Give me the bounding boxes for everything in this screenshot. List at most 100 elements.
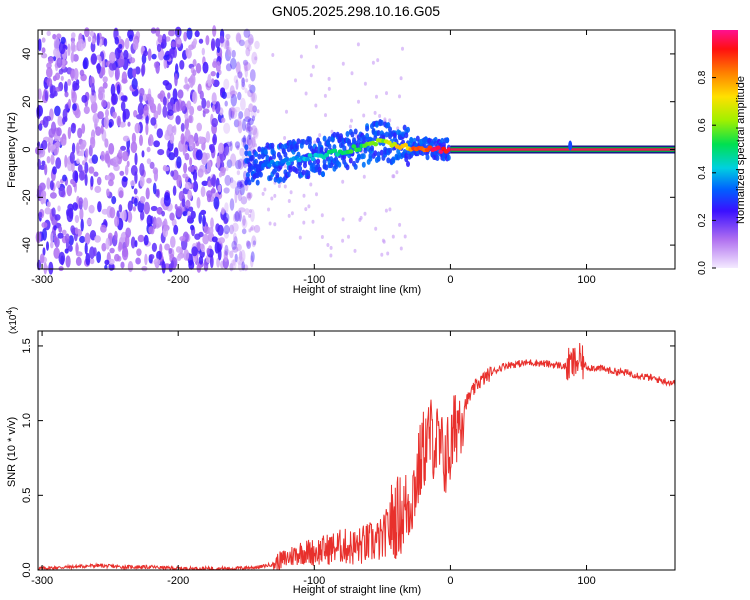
spectrogram-noise-cell xyxy=(233,119,240,128)
spectrogram-noise-cell xyxy=(132,206,136,212)
spectrogram-noise-cell xyxy=(88,166,95,174)
spectrogram-noise-cell xyxy=(46,201,51,208)
spectrogram-noise-cell xyxy=(151,242,157,252)
spectrogram-noise-cell xyxy=(263,187,267,192)
spectrogram-noise-cell xyxy=(234,186,239,196)
spectrogram-noise-cell xyxy=(250,255,254,268)
spectrogram-noise-cell xyxy=(347,234,350,239)
colorbar-label: Normalized spectral amplitude xyxy=(735,76,747,224)
spectrogram-signal-cell xyxy=(272,153,276,160)
spectrogram-noise-cell xyxy=(199,243,205,250)
spectrogram-noise-cell xyxy=(250,92,257,103)
spectrogram-noise-cell xyxy=(196,241,201,252)
spectrogram-noise-cell xyxy=(114,67,120,80)
spectrogram-noise-cell xyxy=(41,222,48,228)
spectrogram-noise-cell xyxy=(109,207,116,219)
spectrogram-noise-cell xyxy=(225,49,232,62)
spectrogram-noise-cell xyxy=(36,105,43,117)
spectrogram-noise-cell xyxy=(72,103,77,111)
spectrogram-noise-cell xyxy=(398,94,401,99)
spectrogram-signal-cell xyxy=(301,138,306,145)
spectrogram-noise-cell xyxy=(53,55,57,62)
spectrogram-noise-cell xyxy=(78,197,84,206)
spectrogram-noise-cell xyxy=(241,228,247,235)
spectrogram-noise-cell xyxy=(236,181,243,189)
spectrogram-signal-cell xyxy=(301,169,306,176)
spectrogram-noise-cell xyxy=(229,140,233,152)
spectrogram-noise-cell xyxy=(233,232,237,244)
spectrogram-noise-cell xyxy=(212,79,220,88)
spectrogram-noise-cell xyxy=(122,108,130,120)
spectrogram-noise-cell xyxy=(192,169,198,182)
spectrogram-noise-cell xyxy=(225,33,231,40)
spectrogram-noise-cell xyxy=(122,210,127,222)
spectrogram-signal-cell xyxy=(353,163,358,170)
spectrogram-noise-cell xyxy=(152,216,157,230)
spectrogram-noise-cell xyxy=(247,118,251,132)
spectrogram-noise-cell xyxy=(318,133,322,138)
spectrogram-noise-cell xyxy=(108,258,115,265)
spectrogram-noise-cell xyxy=(193,132,199,144)
spectrogram-noise-cell xyxy=(236,180,243,188)
spectrogram-noise-cell xyxy=(90,94,95,102)
spectrogram-signal-cell xyxy=(373,150,378,157)
spectrogram-noise-cell xyxy=(157,93,164,100)
spectrogram-signal-cell xyxy=(345,164,350,171)
spectrogram-noise-cell xyxy=(98,91,104,101)
spectrogram-noise-cell xyxy=(82,59,88,70)
spectrogram-noise-cell xyxy=(311,64,315,69)
spectrogram-signal-cell xyxy=(376,155,381,162)
spectrogram-noise-cell xyxy=(95,126,102,136)
spectrogram-signal-cell xyxy=(263,149,268,156)
spectrogram-noise-cell xyxy=(44,90,49,102)
spectrogram-noise-cell xyxy=(93,247,97,257)
spectrogram-noise-cell xyxy=(323,93,327,98)
spectrogram-noise-cell xyxy=(54,105,61,117)
spectrogram-noise-cell xyxy=(151,53,157,60)
spectrogram-noise-cell xyxy=(386,251,390,256)
spectrogram-noise-cell xyxy=(149,161,155,169)
spectrogram-noise-cell xyxy=(241,137,246,143)
spectrogram-signal-cell xyxy=(294,143,299,149)
spectrogram-noise-cell xyxy=(42,195,47,204)
spectrogram-noise-cell xyxy=(399,76,403,81)
spectrogram-noise-cell xyxy=(363,81,367,86)
spectrogram-noise-cell xyxy=(41,37,46,43)
spectrogram-noise-cell xyxy=(186,100,192,110)
spectrogram-signal-cell xyxy=(306,170,311,177)
spectrogram-noise-cell xyxy=(137,234,145,243)
spectrogram-noise-cell xyxy=(70,69,75,82)
spectrogram-noise-cell xyxy=(256,109,260,114)
spectrogram-noise-cell xyxy=(128,34,133,42)
spectrogram-noise-cell xyxy=(123,49,129,60)
spectrogram-noise-cell xyxy=(156,207,163,215)
spectrogram-noise-cell xyxy=(67,98,72,109)
spectrogram-noise-cell xyxy=(103,38,108,47)
spectrogram-signal-cell xyxy=(356,154,361,161)
spectrogram-noise-cell xyxy=(240,249,246,263)
spectrogram-noise-cell xyxy=(211,92,217,105)
spectrogram-noise-cell xyxy=(146,146,151,153)
spectrogram-noise-cell xyxy=(170,41,177,48)
spectrogram-noise-cell xyxy=(62,116,66,125)
spectrogram-noise-cell xyxy=(46,67,53,78)
spectrogram-noise-cell xyxy=(124,165,129,176)
spectrogram-noise-cell xyxy=(48,128,55,138)
spectrogram-noise-cell xyxy=(184,144,188,153)
spectrogram-noise-cell xyxy=(58,68,64,75)
spectrogram-noise-cell xyxy=(225,63,232,72)
spectrogram-noise-cell xyxy=(230,153,237,167)
spectrogram-noise-cell xyxy=(320,235,324,239)
spectrogram-noise-cell xyxy=(253,127,259,140)
spectrogram-noise-cell xyxy=(403,234,407,239)
spectrogram-noise-cell xyxy=(210,188,216,194)
spectrogram-noise-cell xyxy=(122,151,129,162)
spectrogram-noise-cell xyxy=(131,132,136,144)
spectrogram-signal-cell xyxy=(332,131,337,138)
spectrogram-noise-cell xyxy=(189,157,193,167)
spectrogram-noise-cell xyxy=(101,67,106,76)
spectrogram-noise-cell xyxy=(185,199,191,209)
spectrogram-noise-cell xyxy=(153,169,158,182)
spectrogram-noise-cell xyxy=(290,211,294,216)
spectrogram-noise-cell xyxy=(357,99,360,104)
